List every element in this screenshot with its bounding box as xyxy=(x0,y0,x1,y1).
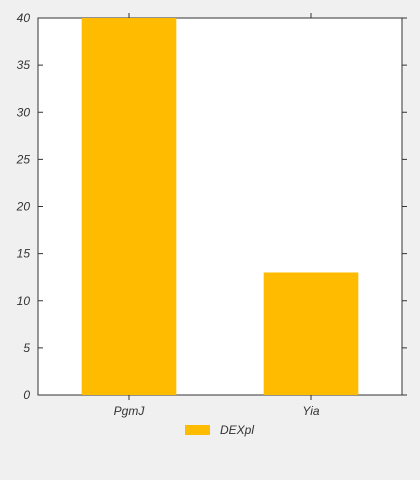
y-tick-label: 10 xyxy=(17,294,31,308)
y-tick-label: 25 xyxy=(16,152,31,166)
x-axis: PgmJ Yia xyxy=(114,13,320,418)
y-tick-label: 35 xyxy=(17,58,31,72)
x-tick-label: PgmJ xyxy=(114,404,146,418)
bars xyxy=(81,18,359,395)
y-tick-label: 40 xyxy=(17,11,31,25)
legend: DEXpl xyxy=(185,423,254,437)
bar-yia xyxy=(263,272,359,395)
y-tick-label: 20 xyxy=(16,200,31,214)
legend-swatch xyxy=(185,425,210,435)
x-tick-label: Yia xyxy=(302,404,319,418)
legend-label: DEXpl xyxy=(220,423,254,437)
y-tick-label: 15 xyxy=(17,247,31,261)
y-tick-label: 0 xyxy=(23,388,30,402)
y-axis: 0 5 10 15 20 25 30 35 40 xyxy=(16,11,407,402)
y-tick-label: 30 xyxy=(17,105,31,119)
bar-pgmj xyxy=(81,18,177,395)
y-tick-label: 5 xyxy=(23,341,30,355)
